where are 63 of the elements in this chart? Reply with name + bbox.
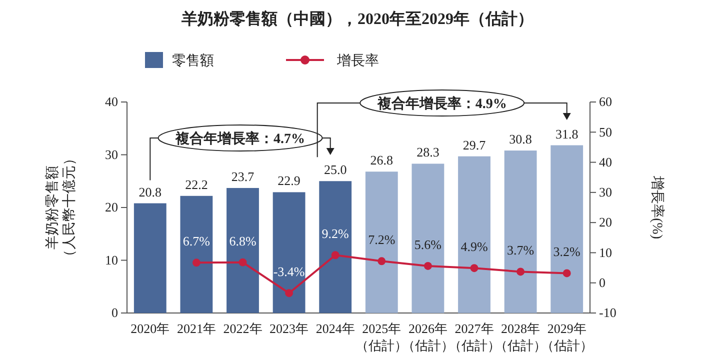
data-label: 22.2 [185,176,208,192]
x-tick-label: 2021年 [176,321,216,336]
bar [319,181,352,313]
data-label: 31.8 [555,126,578,142]
y2-tick-label: 0 [599,275,606,290]
data-label: 5.6% [414,236,442,252]
data-label: 26.8 [370,152,394,168]
data-label: 3.7% [507,242,534,258]
point [470,264,478,272]
y-tick-label: 10 [105,252,118,268]
y2-axis-title: 增長率(%) [649,175,665,240]
data-label: 4.9% [460,239,488,254]
data-label: 6.8% [229,233,256,248]
x-tick-label: 2023年 [270,321,309,336]
point [516,268,525,276]
bar [272,192,306,313]
bar [365,172,398,313]
data-label: 29.7 [462,137,486,152]
y2-tick-label: 50 [599,124,612,140]
y2-tick-label: 30 [599,184,612,200]
data-label: 25.0 [324,162,347,178]
data-label: 3.2% [553,244,581,260]
y-tick-label: 40 [105,94,118,110]
data-label: 28.3 [416,144,440,160]
y-tick-label: 20 [105,200,118,215]
y2-tick-label: 40 [599,154,612,170]
annotation: 複合年增長率：4.7% [174,130,305,147]
data-label: 23.7 [231,168,255,184]
data-label: 22.9 [278,173,300,188]
data-label: -3.4% [273,264,305,280]
annotation: 複合年增長率：4.9% [376,95,507,112]
point [192,258,200,267]
y-tick-label: 0 [112,305,118,320]
y-tick-label: 30 [105,146,118,162]
data-label: 9.2% [322,226,350,242]
bar [226,188,259,313]
point [331,251,340,260]
bar [412,164,444,313]
legend-label: 增長率 [336,53,379,69]
data-label: 30.8 [509,132,532,147]
x-tick-label: 2024年 [316,321,355,336]
y2-tick-label: 10 [599,244,612,260]
chart-title: 羊奶粉零售額（中國），2020年至2029年（估計） [180,10,534,28]
bar [458,156,490,313]
data-label: 20.8 [138,184,162,200]
point [238,258,247,266]
data-label: 6.7% [182,234,210,249]
data-label: 7.2% [368,232,396,248]
bar [550,145,584,313]
y2-tick-label: 20 [599,214,612,230]
x-tick-label: 2022年 [223,321,262,336]
point [562,269,571,278]
y-axis-title: 羊奶粉零售額（人民幣十億元） [44,152,78,264]
point [424,262,432,270]
bar [504,150,537,313]
point [378,257,386,266]
y2-tick-label: 60 [599,94,612,110]
bar [134,203,166,313]
y2-tick-label: -10 [599,305,616,320]
bar [180,196,213,313]
point [285,289,294,298]
x-tick-label: 2020年 [130,321,170,336]
legend-label: 零售額 [172,53,214,69]
